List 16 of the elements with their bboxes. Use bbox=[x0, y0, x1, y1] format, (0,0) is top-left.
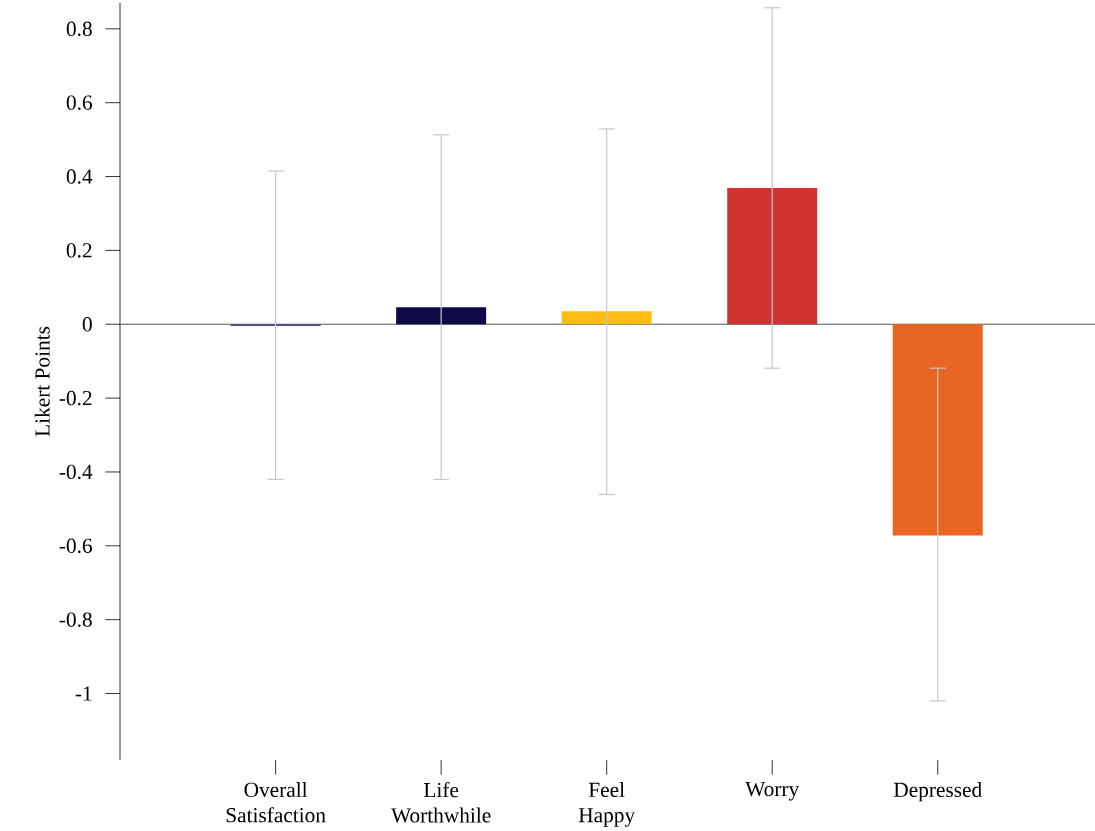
y-tick-label: 0.4 bbox=[66, 169, 93, 184]
x-tick-label: Overall Satisfaction bbox=[226, 782, 326, 823]
y-tick-label: 0.6 bbox=[66, 95, 92, 110]
y-tick-label: -0.6 bbox=[59, 538, 92, 554]
y-axis-title: Likert Points bbox=[34, 326, 50, 437]
y-tick-label: 0 bbox=[82, 317, 92, 332]
y-tick-label: 0.8 bbox=[66, 21, 92, 37]
y-tick-label: -0.2 bbox=[59, 390, 92, 406]
x-tick-label: Worry bbox=[745, 782, 800, 801]
y-tick-label: 0.2 bbox=[66, 243, 92, 258]
y-tick-label: -0.8 bbox=[59, 612, 92, 627]
x-tick-label: Depressed bbox=[893, 782, 982, 802]
x-tick-label: Feel Happy bbox=[578, 782, 636, 827]
y-tick-label: -0.4 bbox=[59, 464, 93, 480]
y-tick-label: -1 bbox=[75, 686, 92, 701]
x-tick-label: Life Worthwhile bbox=[391, 782, 491, 823]
